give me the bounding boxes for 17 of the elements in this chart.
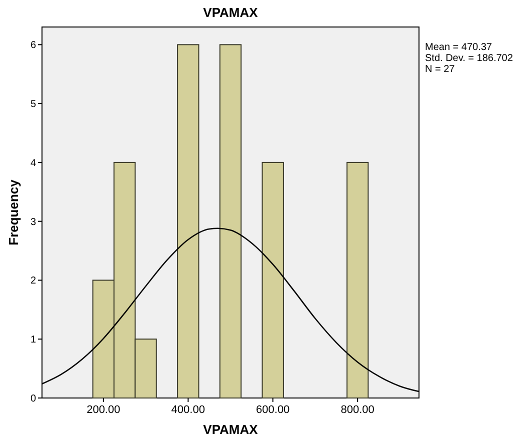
y-tick-label: 1	[30, 334, 36, 346]
text: Std. Dev. = 186.702	[425, 53, 514, 64]
y-tick-label: 0	[30, 394, 36, 404]
x-axis-title: VPAMAX	[203, 422, 258, 437]
x-tick-label: 800.00	[340, 404, 374, 416]
y-tick-label: 5	[30, 99, 36, 110]
x-tick-label: 600.00	[256, 404, 290, 416]
x-tick-label: 400.00	[171, 404, 205, 416]
text: N = 27	[425, 64, 456, 75]
text: Mean = 470.37	[425, 42, 492, 53]
y-tick-label: 2	[30, 276, 36, 287]
y-tick-label: 4	[30, 158, 36, 169]
y-tick-label: 6	[30, 40, 36, 52]
chart-title: VPAMAX	[203, 5, 258, 20]
y-axis-title: Frequency	[6, 178, 21, 246]
y-tick-label: 3	[30, 216, 36, 228]
x-tick-label: 200.00	[86, 404, 120, 416]
